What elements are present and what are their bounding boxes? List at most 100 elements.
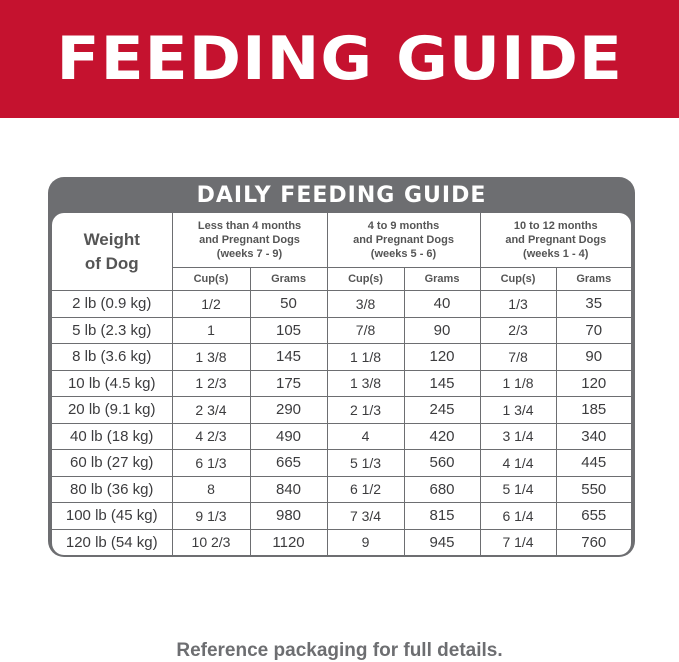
grams-cell: 120 xyxy=(555,369,632,397)
table-row: 100 lb (45 kg) 9 1/3 980 7 3/4 815 6 1/4 655 xyxy=(52,502,632,530)
table-row: 5 lb (2.3 kg) 1 105 7/8 90 2/3 70 xyxy=(52,316,632,344)
grams-cell: 490 xyxy=(249,422,328,450)
weight-cell: 10 lb (4.5 kg) xyxy=(52,369,173,397)
grams-cell: 35 xyxy=(555,290,632,318)
footer-note: Reference packaging for full details. xyxy=(176,640,503,661)
cups-cell: 6 1/3 xyxy=(171,449,251,477)
grams-cell: 105 xyxy=(249,316,328,344)
cups-cell: 5 1/3 xyxy=(326,449,405,477)
grams-cell: 665 xyxy=(249,449,328,477)
group-header-line: 10 to 12 months xyxy=(513,220,598,232)
weight-cell: 40 lb (18 kg) xyxy=(52,422,173,450)
group-header-line: and Pregnant Dogs xyxy=(353,234,454,246)
cups-cell: 7/8 xyxy=(326,316,405,344)
header-banner: FEEDING GUIDE xyxy=(0,0,679,118)
group-header: Less than 4 months and Pregnant Dogs (we… xyxy=(171,213,328,268)
group-header-line: (weeks 7 - 9) xyxy=(216,248,283,260)
cups-cell: 3/8 xyxy=(326,290,405,318)
feeding-guide-table-container: DAILY FEEDING GUIDE Weight of Dog Less t… xyxy=(48,177,635,557)
weight-cell: 80 lb (36 kg) xyxy=(52,475,173,503)
group-header-line: (weeks 1 - 4) xyxy=(523,248,589,260)
grams-cell: 980 xyxy=(249,502,328,530)
page-title: FEEDING GUIDE xyxy=(56,24,623,94)
grams-cell: 815 xyxy=(403,502,481,530)
grams-cell: 70 xyxy=(555,316,632,344)
weight-cell: 8 lb (3.6 kg) xyxy=(52,343,173,371)
grams-cell: 40 xyxy=(403,290,481,318)
cups-cell: 1 3/8 xyxy=(171,343,251,371)
weight-header-line: of Dog xyxy=(84,253,139,273)
weight-cell: 2 lb (0.9 kg) xyxy=(52,290,173,318)
table-row: 60 lb (27 kg) 6 1/3 665 5 1/3 560 4 1/4 445 xyxy=(52,449,632,477)
group-header-line: Less than 4 months xyxy=(197,220,302,232)
sub-header: Grams xyxy=(555,267,632,291)
weight-cell: 5 lb (2.3 kg) xyxy=(52,316,173,344)
group-header-line: 4 to 9 months xyxy=(367,220,440,232)
group-header-line: and Pregnant Dogs xyxy=(505,234,607,246)
table-row: 40 lb (18 kg) 4 2/3 490 4 420 3 1/4 340 xyxy=(52,422,632,450)
cups-cell: 1/2 xyxy=(171,290,251,318)
cups-cell: 8 xyxy=(171,475,251,503)
cups-cell: 2 3/4 xyxy=(171,396,251,424)
weight-header-line: Weight xyxy=(83,229,140,249)
cups-cell: 1 3/8 xyxy=(326,369,405,397)
grams-cell: 945 xyxy=(403,528,481,555)
sub-header: Cup(s) xyxy=(479,267,557,291)
cups-cell: 9 xyxy=(326,528,405,555)
grams-cell: 290 xyxy=(249,396,328,424)
grams-cell: 445 xyxy=(555,449,632,477)
weight-cell: 20 lb (9.1 kg) xyxy=(52,396,173,424)
sub-header: Grams xyxy=(249,267,328,291)
cups-cell: 6 1/4 xyxy=(479,502,557,530)
grams-cell: 50 xyxy=(249,290,328,318)
cups-cell: 4 xyxy=(326,422,405,450)
table-row: 120 lb (54 kg) 10 2/3 1120 9 945 7 1/4 760 xyxy=(52,528,632,555)
grams-cell: 175 xyxy=(249,369,328,397)
group-header-line: and Pregnant Dogs xyxy=(199,234,300,246)
grams-cell: 1120 xyxy=(249,528,328,555)
weight-header: Weight of Dog xyxy=(52,213,173,291)
cups-cell: 7/8 xyxy=(479,343,557,371)
cups-cell: 2/3 xyxy=(479,316,557,344)
cups-cell: 7 3/4 xyxy=(326,502,405,530)
cups-cell: 2 1/3 xyxy=(326,396,405,424)
table-row: 20 lb (9.1 kg) 2 3/4 290 2 1/3 245 1 3/4 185 xyxy=(52,396,632,424)
group-header: 4 to 9 months and Pregnant Dogs (weeks 5… xyxy=(326,213,481,268)
grams-cell: 655 xyxy=(555,502,632,530)
grams-cell: 560 xyxy=(403,449,481,477)
cups-cell: 1 3/4 xyxy=(479,396,557,424)
cups-cell: 3 1/4 xyxy=(479,422,557,450)
grams-cell: 420 xyxy=(403,422,481,450)
table-row: 2 lb (0.9 kg) 1/2 50 3/8 40 1/3 35 xyxy=(52,290,632,318)
cups-cell: 4 1/4 xyxy=(479,449,557,477)
weight-cell: 120 lb (54 kg) xyxy=(52,528,173,555)
cups-cell: 7 1/4 xyxy=(479,528,557,555)
table-row: 80 lb (36 kg) 8 840 6 1/2 680 5 1/4 550 xyxy=(52,475,632,503)
cups-cell: 1 1/8 xyxy=(479,369,557,397)
cups-cell: 10 2/3 xyxy=(171,528,251,555)
sub-header: Cup(s) xyxy=(326,267,405,291)
cups-cell: 1 xyxy=(171,316,251,344)
feeding-table: Weight of Dog Less than 4 months and Pre… xyxy=(52,213,632,555)
sub-header: Grams xyxy=(403,267,481,291)
cups-cell: 4 2/3 xyxy=(171,422,251,450)
table-row: 8 lb (3.6 kg) 1 3/8 145 1 1/8 120 7/8 90 xyxy=(52,343,632,371)
weight-cell: 60 lb (27 kg) xyxy=(52,449,173,477)
cups-cell: 1 2/3 xyxy=(171,369,251,397)
grams-cell: 145 xyxy=(249,343,328,371)
group-header-line: (weeks 5 - 6) xyxy=(370,248,437,260)
table-title: DAILY FEEDING GUIDE xyxy=(196,182,487,208)
grams-cell: 340 xyxy=(555,422,632,450)
grams-cell: 840 xyxy=(249,475,328,503)
cups-cell: 1 1/8 xyxy=(326,343,405,371)
table-row: 10 lb (4.5 kg) 1 2/3 175 1 3/8 145 1 1/8 120 xyxy=(52,369,632,397)
group-header: 10 to 12 months and Pregnant Dogs (weeks… xyxy=(479,213,632,268)
cups-cell: 9 1/3 xyxy=(171,502,251,530)
grams-cell: 145 xyxy=(403,369,481,397)
grams-cell: 760 xyxy=(555,528,632,555)
cups-cell: 5 1/4 xyxy=(479,475,557,503)
grams-cell: 120 xyxy=(403,343,481,371)
grams-cell: 245 xyxy=(403,396,481,424)
grams-cell: 90 xyxy=(403,316,481,344)
cups-cell: 1/3 xyxy=(479,290,557,318)
